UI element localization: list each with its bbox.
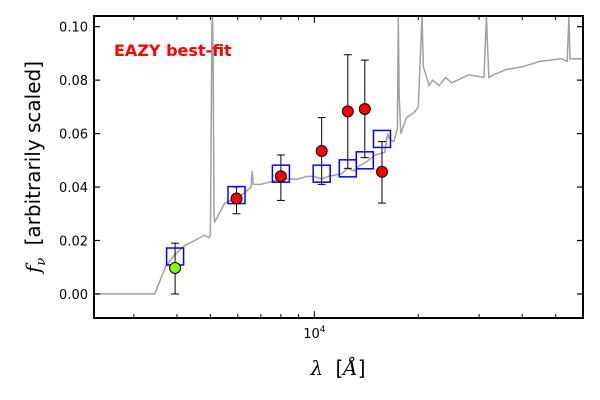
y-tick-label: 0.00 — [59, 288, 88, 303]
y-axis-label: fν [arbitrarily scaled] — [21, 61, 50, 275]
y-tick-label: 0.06 — [59, 128, 88, 143]
observed-flux-point — [315, 144, 328, 157]
axes: 0.00 0.02 0.04 0.06 0.08 0.10 104 — [59, 15, 584, 342]
observed-flux-point — [230, 192, 243, 205]
model-flux-box — [355, 151, 375, 170]
observed-flux-point — [375, 165, 388, 178]
y-tick-label: 0.02 — [59, 234, 88, 249]
model-flux-box — [372, 129, 392, 149]
x-tick-label-exponent: 4 — [320, 325, 326, 335]
observed-flux-layer — [169, 103, 388, 275]
x-axis-label: λ [Å] — [309, 355, 365, 380]
x-axis-symbol: λ — [309, 356, 323, 380]
sed-layer — [94, 16, 583, 295]
model-flux-box — [312, 164, 331, 183]
observed-flux-point — [341, 105, 354, 118]
y-tick-label: 0.10 — [59, 21, 88, 36]
observed-flux-point — [274, 170, 287, 183]
x-tick-label-base: 10 — [303, 327, 320, 342]
plot-frame — [93, 15, 584, 319]
observed-flux-point — [358, 103, 371, 116]
y-axis-subscript: ν — [34, 258, 49, 266]
y-tick-label: 0.04 — [59, 181, 88, 196]
y-axis-label-group: fν [arbitrarily scaled] — [21, 61, 50, 275]
y-axis-text: [arbitrarily scaled] — [21, 61, 45, 245]
model-flux-layer — [165, 129, 392, 266]
y-tick-label: 0.08 — [59, 74, 88, 89]
observed-flux-point — [169, 262, 182, 275]
fit-annotation: EAZY best-fit — [114, 41, 232, 60]
x-axis-bracket-open: [ — [335, 356, 343, 380]
x-axis-bracket-close: ] — [358, 356, 366, 380]
x-tick-label: 104 — [303, 325, 326, 342]
sed-curve — [94, 16, 583, 295]
x-axis-unit: Å — [341, 355, 357, 380]
